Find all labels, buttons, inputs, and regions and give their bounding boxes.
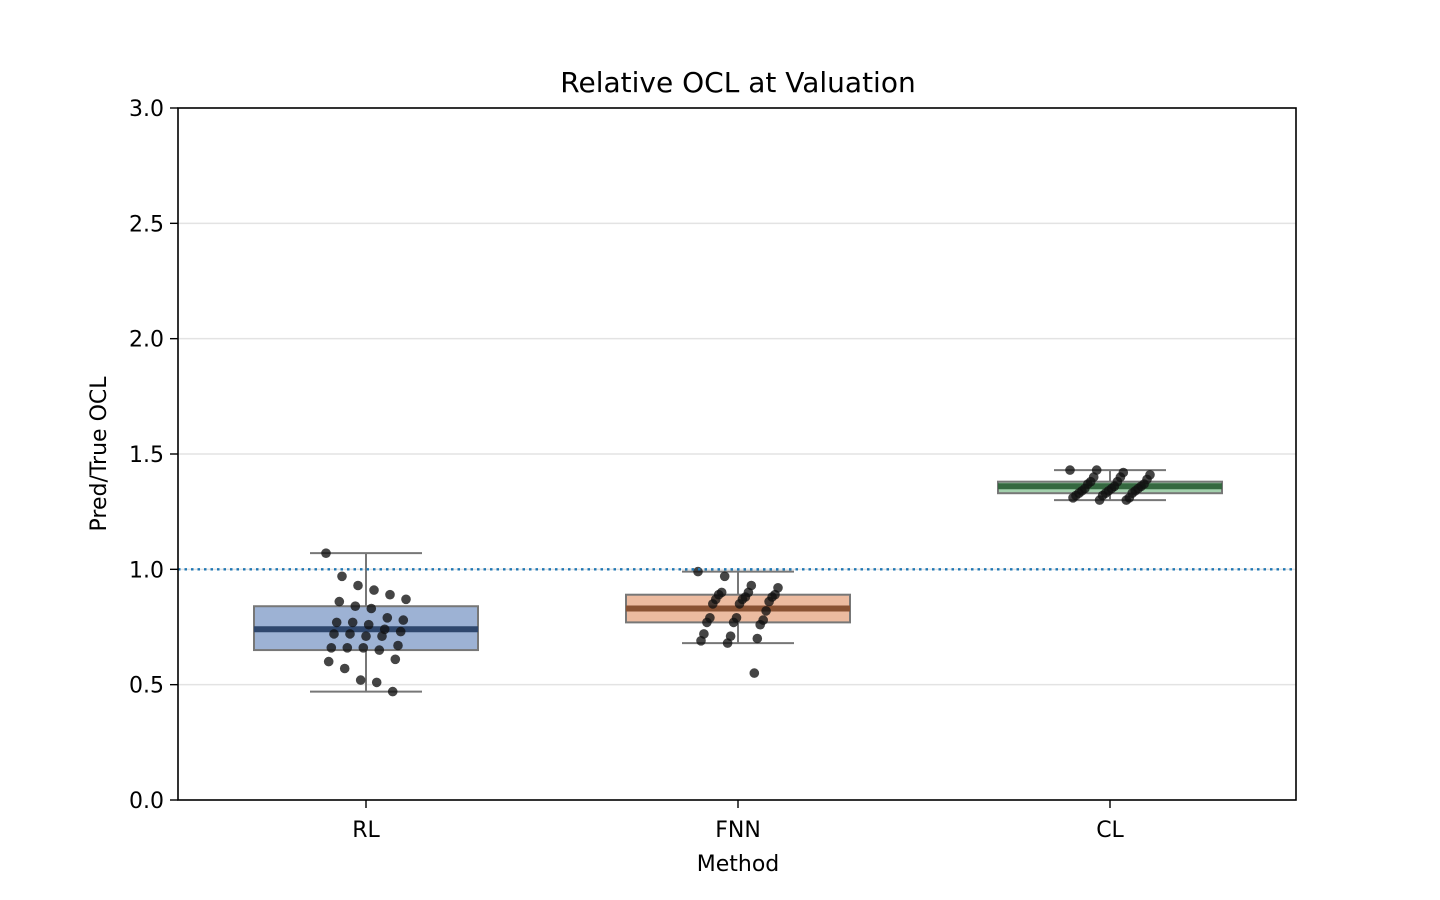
data-point	[722, 638, 733, 648]
data-point	[393, 640, 403, 651]
data-point	[339, 663, 350, 674]
data-point	[764, 596, 774, 607]
scatter-points	[321, 465, 1155, 697]
data-point	[734, 599, 745, 609]
y-axis-ticks: 0.0 0.5 1.0 1.5 2.0 2.5 3.0	[129, 97, 178, 814]
y-tick-label: 0.5	[129, 674, 164, 699]
data-point	[382, 613, 393, 623]
data-point	[1121, 495, 1132, 505]
data-point	[342, 643, 353, 653]
data-point	[719, 571, 730, 582]
data-point	[374, 645, 385, 655]
data-point	[387, 686, 398, 697]
data-point	[353, 580, 363, 591]
data-point	[752, 633, 763, 644]
y-axis-label: Pred/True OCL	[87, 376, 112, 532]
data-point	[708, 599, 718, 609]
data-point	[398, 615, 409, 625]
x-axis-label: Method	[697, 852, 780, 877]
y-tick-label: 2.5	[129, 212, 164, 237]
data-point	[331, 617, 342, 628]
data-point	[401, 594, 411, 605]
data-point	[323, 656, 334, 667]
data-point	[1094, 495, 1105, 505]
data-point	[749, 668, 760, 678]
data-point	[347, 617, 358, 628]
data-point	[385, 589, 395, 600]
data-point	[377, 631, 387, 641]
data-point	[350, 601, 361, 611]
data-point	[363, 619, 374, 630]
data-point	[761, 606, 771, 616]
data-point	[371, 677, 382, 688]
data-point	[728, 617, 739, 628]
x-tick-label: RL	[352, 818, 380, 843]
data-point	[321, 548, 331, 558]
data-point	[702, 617, 712, 628]
data-point	[326, 643, 337, 653]
box-rl	[253, 552, 479, 693]
chart-title: Relative OCL at Valuation	[560, 66, 915, 99]
y-tick-label: 3.0	[129, 97, 164, 122]
data-point	[361, 631, 371, 641]
y-tick-label: 1.5	[129, 443, 164, 468]
data-point	[395, 626, 406, 637]
data-point	[366, 603, 377, 614]
data-point	[345, 629, 355, 639]
data-point	[390, 654, 401, 665]
data-point	[334, 596, 345, 607]
data-point	[1068, 493, 1078, 503]
y-tick-label: 1.0	[129, 558, 164, 583]
y-tick-label: 2.0	[129, 328, 164, 353]
x-tick-label: FNN	[715, 818, 761, 843]
data-point	[369, 585, 379, 595]
y-tick-label: 0.0	[129, 789, 164, 814]
x-tick-label: CL	[1096, 818, 1124, 843]
data-point	[358, 643, 369, 653]
data-point	[696, 636, 706, 646]
data-point	[355, 675, 366, 685]
data-point	[329, 629, 339, 639]
x-axis-ticks: RL FNN CL	[352, 800, 1125, 843]
data-point	[1065, 465, 1075, 475]
data-point	[337, 571, 347, 582]
data-point	[755, 619, 765, 630]
